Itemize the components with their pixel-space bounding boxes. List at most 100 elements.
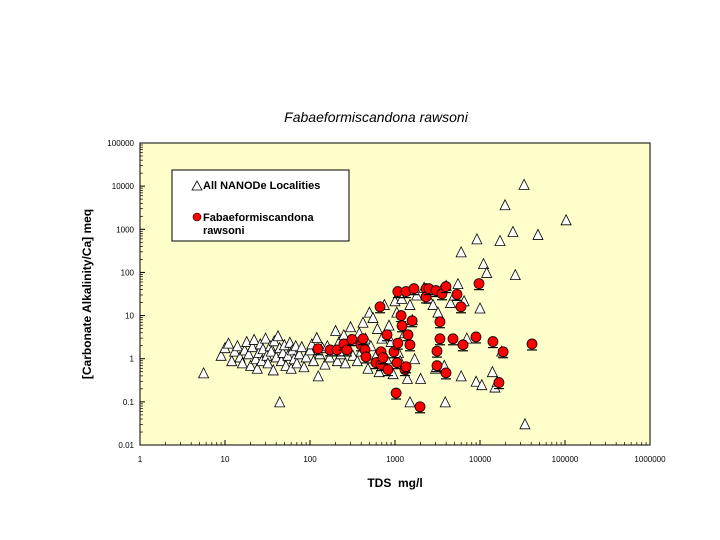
- data-point-nanode: [367, 311, 379, 323]
- x-tick-label: 1000: [386, 455, 404, 464]
- data-point-nanode: [414, 372, 427, 384]
- data-point-nanode: [236, 357, 248, 369]
- data-point-nanode: [339, 357, 351, 369]
- data-point-rawsoni: [341, 344, 353, 356]
- legend-label-species: Fabaeformiscandona rawsoni: [203, 212, 317, 237]
- data-point-nanode: [262, 357, 274, 369]
- data-point-nanode: [474, 302, 486, 314]
- data-point-nanode: [404, 395, 416, 408]
- data-point-nanode: [532, 228, 544, 240]
- data-point-nanode: [329, 324, 342, 336]
- data-point-rawsoni: [396, 320, 408, 332]
- data-point-nanode: [518, 178, 530, 190]
- data-point-nanode: [226, 354, 238, 367]
- data-point-nanode: [311, 331, 323, 343]
- data-point-rawsoni: [440, 367, 452, 379]
- data-point-nanode: [494, 234, 506, 246]
- data-point-nanode: [267, 364, 279, 376]
- data-point-rawsoni: [404, 339, 416, 351]
- data-point-rawsoni: [382, 364, 394, 375]
- x-tick-label: 10: [221, 455, 230, 464]
- data-point-nanode: [215, 349, 227, 361]
- y-tick-labels: 0.01 0.1 1 10 100 1000 10000 100000: [107, 139, 134, 450]
- y-tick-label: 10000: [112, 182, 135, 191]
- legend: All NANODe Localities Fabaeformiscandona…: [171, 169, 350, 242]
- data-point-rawsoni: [473, 278, 485, 290]
- data-point-nanode: [272, 329, 284, 342]
- series-fabaeformiscandona-rawsoni: [312, 278, 538, 414]
- data-point-nanode: [362, 362, 374, 374]
- data-point-nanode: [455, 245, 467, 258]
- data-point-nanode: [222, 337, 235, 349]
- data-point-nanode: [319, 358, 331, 370]
- data-point-nanode: [371, 322, 384, 334]
- x-tick-labels: 1 10 100 1000 10000 100000 1000000: [138, 455, 666, 464]
- data-point-rawsoni: [346, 334, 358, 345]
- data-point-rawsoni: [493, 377, 505, 388]
- data-point-rawsoni: [457, 339, 469, 351]
- data-point-rawsoni: [391, 357, 403, 369]
- data-point-rawsoni: [392, 337, 404, 349]
- data-point-nanode: [304, 344, 316, 356]
- x-tick-label: 10000: [469, 455, 492, 464]
- legend-circle-icon: [192, 212, 202, 222]
- data-point-nanode: [243, 347, 255, 360]
- data-point-rawsoni: [360, 351, 372, 363]
- data-point-rawsoni: [408, 283, 420, 295]
- data-point-nanode: [331, 354, 344, 367]
- data-point-nanode: [347, 349, 359, 361]
- data-point-nanode: [250, 352, 262, 365]
- data-point-rawsoni: [377, 352, 389, 364]
- data-point-nanode: [344, 320, 357, 333]
- data-point-nanode: [259, 332, 272, 344]
- data-point-nanode: [265, 345, 277, 357]
- y-tick-label: 100000: [107, 139, 134, 148]
- data-point-nanode: [300, 351, 312, 363]
- x-tick-label: 100: [303, 455, 317, 464]
- data-point-nanode: [197, 366, 210, 379]
- legend-label-species-line2: rawsoni: [203, 225, 245, 237]
- data-point-nanode: [455, 369, 467, 382]
- data-point-rawsoni: [447, 333, 459, 345]
- data-point-nanode: [351, 354, 363, 367]
- data-point-nanode: [471, 232, 483, 245]
- data-point-nanode: [298, 360, 310, 373]
- data-point-nanode: [427, 298, 439, 310]
- data-point-nanode: [312, 369, 324, 382]
- data-point-nanode: [470, 375, 482, 387]
- data-point-rawsoni: [487, 336, 499, 347]
- data-point-nanode: [357, 316, 369, 328]
- legend-label-all-nanode: All NANODe Localities: [203, 180, 320, 192]
- axis-ticks: [139, 142, 651, 446]
- data-point-nanode: [476, 378, 488, 391]
- y-tick-label: 100: [121, 268, 135, 277]
- data-point-nanode: [257, 342, 269, 355]
- data-point-rawsoni: [526, 338, 538, 350]
- data-point-rawsoni: [312, 343, 324, 355]
- data-point-rawsoni: [455, 301, 467, 313]
- data-point-nanode: [251, 362, 263, 374]
- data-point-nanode: [509, 268, 521, 281]
- x-tick-label: 1000000: [634, 455, 666, 464]
- data-point-rawsoni: [497, 346, 509, 358]
- data-point-nanode: [452, 277, 464, 290]
- data-point-nanode: [439, 395, 451, 408]
- x-tick-label: 100000: [552, 455, 579, 464]
- data-point-rawsoni: [470, 331, 482, 343]
- data-point-rawsoni: [434, 333, 446, 345]
- data-point-rawsoni: [374, 301, 386, 313]
- chart-title: Fabaeformiscandona rawsoni: [284, 109, 469, 125]
- x-tick-label: 1: [138, 455, 143, 464]
- data-point-rawsoni: [395, 310, 407, 321]
- data-point-nanode: [396, 292, 408, 304]
- data-point-nanode: [293, 347, 306, 360]
- data-point-rawsoni: [431, 345, 443, 357]
- y-tick-label: 1: [130, 355, 135, 364]
- data-point-rawsoni: [440, 281, 452, 292]
- legend-triangle-icon: [191, 180, 203, 191]
- data-point-nanode: [507, 225, 519, 237]
- data-point-rawsoni: [381, 329, 393, 341]
- legend-label-species-line1: Fabaeformiscandona: [203, 212, 315, 224]
- data-point-rawsoni: [402, 329, 414, 341]
